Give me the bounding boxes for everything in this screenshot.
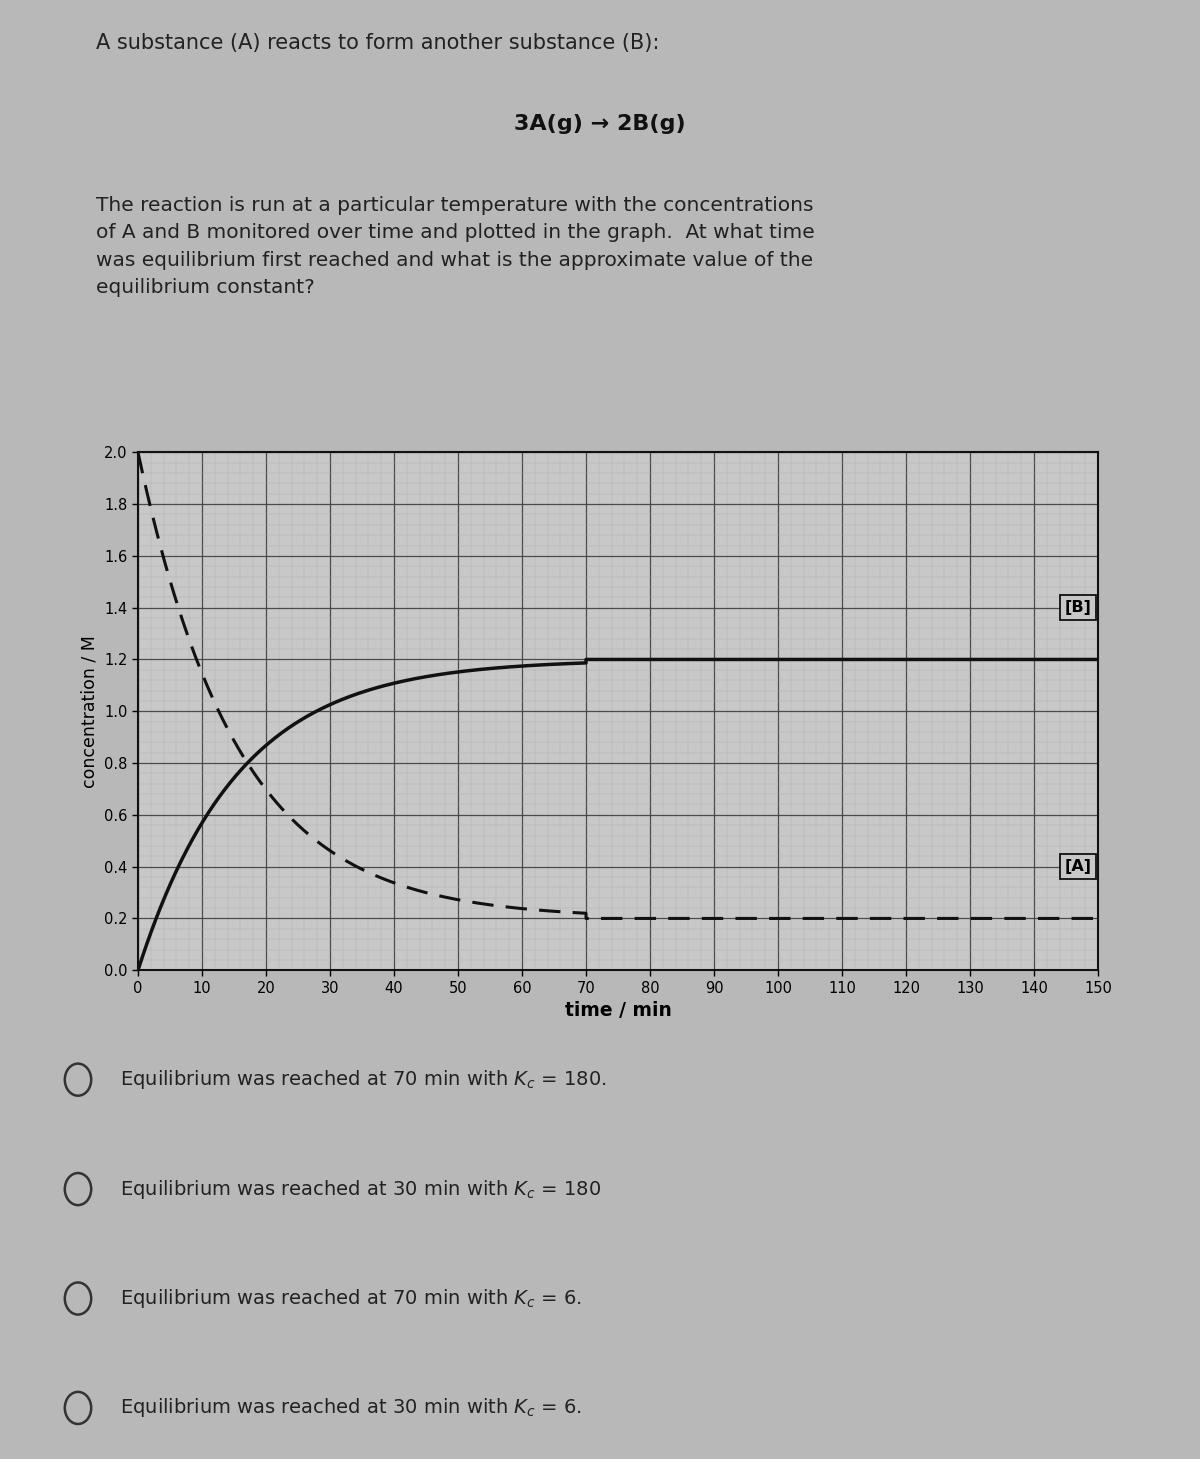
Text: 3A(g) → 2B(g): 3A(g) → 2B(g) (514, 114, 686, 134)
Text: A substance (A) reacts to form another substance (B):: A substance (A) reacts to form another s… (96, 32, 659, 53)
Y-axis label: concentration / M: concentration / M (80, 635, 98, 788)
Text: Equilibrium was reached at 70 min with $K_c$ = 6.: Equilibrium was reached at 70 min with $… (120, 1287, 582, 1310)
Text: Equilibrium was reached at 70 min with $K_c$ = 180.: Equilibrium was reached at 70 min with $… (120, 1068, 607, 1091)
Text: Equilibrium was reached at 30 min with $K_c$ = 6.: Equilibrium was reached at 30 min with $… (120, 1396, 582, 1420)
Text: [A]: [A] (1064, 859, 1092, 874)
Text: [B]: [B] (1064, 600, 1092, 616)
Text: Equilibrium was reached at 30 min with $K_c$ = 180: Equilibrium was reached at 30 min with $… (120, 1177, 601, 1201)
Text: The reaction is run at a particular temperature with the concentrations
of A and: The reaction is run at a particular temp… (96, 196, 815, 296)
X-axis label: time / min: time / min (564, 1001, 672, 1020)
